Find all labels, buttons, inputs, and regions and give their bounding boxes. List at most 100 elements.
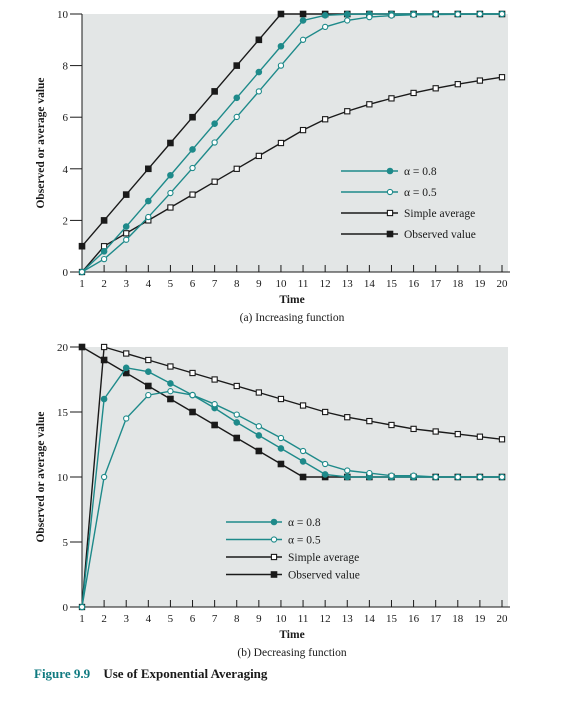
data-point [145,213,152,221]
data-point [189,191,196,198]
data-point [386,230,394,238]
series-simple-average [78,343,506,611]
x-tick-label: 8 [234,613,240,625]
plot-area [82,14,508,272]
y-tick-label: 5 [63,537,69,549]
data-point [270,536,278,543]
legend-label: Simple average [404,208,475,220]
data-point [167,171,174,179]
data-point [233,411,240,418]
data-point [255,447,263,455]
data-point [344,467,351,474]
data-point [123,350,130,357]
data-point [100,473,108,481]
data-point [299,402,307,409]
x-tick-label: 20 [497,613,509,625]
x-tick-label: 12 [320,278,331,290]
data-point [255,423,262,430]
series-line [81,346,503,608]
legend-item: α = 0.8 [226,517,321,529]
chart-a: 1 2 3 4 5 6 7 8 9 10 11 12 13 14 15 16 17 18 19 200246810Ti… [35,9,510,324]
data-point [100,243,108,250]
data-point [233,382,240,390]
data-point [145,382,152,390]
data-point [388,95,395,102]
data-point [299,447,307,455]
series-line [81,76,503,273]
data-point [299,36,307,43]
y-axis-label: Observed or average value [35,77,47,208]
x-tick-label: 10 [275,278,287,290]
data-point [321,11,329,19]
x-tick-label: 8 [234,278,240,290]
series-line [81,13,502,273]
figure-number: Figure 9.9 [34,666,91,681]
data-point [122,223,130,230]
y-tick-label: 10 [57,472,69,484]
data-point [344,108,351,115]
series-0-5 [78,388,506,611]
y-tick-label: 8 [63,61,69,73]
x-tick-label: 3 [123,613,129,625]
x-tick-label: 13 [342,278,354,290]
data-point [299,473,307,481]
y-tick-label: 15 [57,407,69,419]
x-tick-label: 1 [79,613,85,625]
legend-item: Observed value [341,229,476,241]
data-point [366,417,373,425]
x-tick-label: 3 [123,278,129,290]
data-point [343,473,351,481]
data-point [386,209,394,217]
data-point [255,152,262,160]
data-point [189,146,196,153]
x-tick-label: 15 [386,613,398,625]
data-point [100,343,108,351]
legend-label: α = 0.8 [404,166,437,178]
data-point [322,116,329,123]
data-point [167,189,174,197]
data-point [233,419,241,426]
x-tick-label: 14 [364,613,376,625]
data-point [366,13,373,21]
data-point [277,460,285,468]
legend-label: α = 0.8 [288,517,321,529]
data-point [211,88,218,95]
data-point [277,139,285,147]
data-point [476,77,484,84]
data-point [270,571,278,578]
chart-subtitle: (b) Decreasing function [237,647,346,659]
data-point [233,94,241,102]
data-point [410,11,417,18]
legend-item: α = 0.5 [341,187,437,199]
data-point [78,242,86,250]
y-tick-label: 4 [63,164,69,176]
data-point [123,236,130,243]
data-point [122,364,130,372]
x-tick-label: 10 [275,613,287,625]
data-point [299,458,307,465]
data-point [233,62,241,69]
data-point [299,126,307,134]
chart-b: 1 2 3 4 5 6 7 8 9 10 11 12 13 14 15 16 17 18 19 2005101520T… [35,342,510,659]
data-point [167,395,174,403]
data-point [167,363,174,370]
data-point [255,68,263,76]
x-tick-label: 11 [298,613,309,625]
data-point [277,445,285,452]
x-tick-label: 6 [190,613,196,625]
data-point [189,113,196,121]
data-point [211,421,218,429]
y-axis-label: Observed or average value [35,411,47,542]
data-point [145,197,152,205]
legend-label: Simple average [288,552,359,564]
legend-item: Simple average [341,208,475,220]
data-point [476,473,484,481]
data-point [322,23,329,31]
data-point [386,188,394,196]
data-point [167,204,174,211]
data-point [454,473,461,481]
data-point [100,248,108,255]
x-tick-label: 6 [190,278,196,290]
x-tick-label: 2 [101,278,107,290]
